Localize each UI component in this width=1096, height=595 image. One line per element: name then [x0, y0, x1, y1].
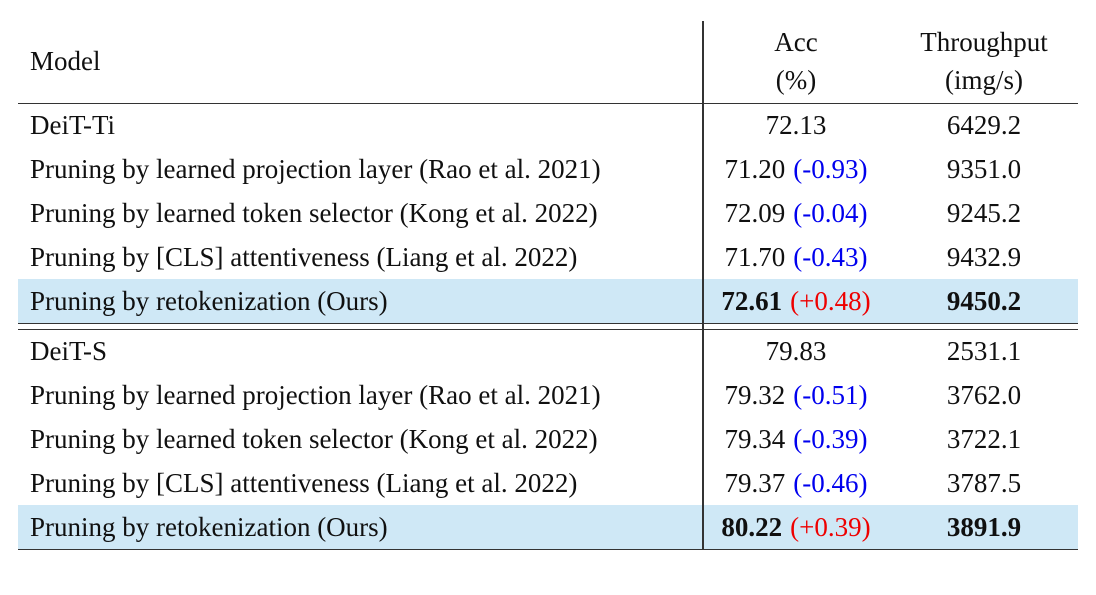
header-acc-title: Acc: [774, 27, 818, 57]
throughput-cell: 3722.1: [890, 418, 1078, 462]
table-row-ours-highlighted: Pruning by retokenization (Ours) 80.22 (+…: [18, 505, 1078, 549]
header-acc-unit: (%): [775, 65, 817, 95]
acc-value: 72.61: [721, 285, 783, 316]
acc-cell: 79.37 (-0.46): [702, 461, 890, 505]
acc-delta: (-0.04): [793, 197, 868, 228]
table-row: Pruning by learned token selector (Kong …: [18, 418, 1078, 462]
acc-delta: (+0.39): [790, 511, 871, 542]
throughput-value: 3891.9: [946, 511, 1022, 542]
model-cell: Pruning by retokenization (Ours): [30, 285, 388, 316]
acc-delta: (-0.39): [793, 423, 868, 454]
group-divider-double-rule: [18, 322, 1078, 330]
acc-cell: 79.34 (-0.39): [702, 418, 890, 462]
table-row: Pruning by learned token selector (Kong …: [18, 192, 1078, 236]
acc-cell: 72.13: [702, 104, 890, 148]
acc-value: 71.20: [724, 154, 786, 185]
table-row: Pruning by learned projection layer (Rao…: [18, 374, 1078, 418]
throughput-value: 3762.0: [946, 380, 1022, 411]
table-row: DeiT-Ti 72.13 6429.2: [18, 104, 1078, 148]
acc-value: 79.37: [724, 467, 786, 498]
model-cell: Pruning by [CLS] attentiveness (Liang et…: [30, 467, 578, 498]
model-cell: Pruning by learned token selector (Kong …: [30, 197, 598, 228]
header-throughput-unit: (img/s): [945, 65, 1023, 95]
throughput-value: 3722.1: [946, 423, 1022, 454]
acc-value: 71.70: [724, 241, 786, 272]
throughput-value: 9245.2: [946, 197, 1022, 228]
acc-value: 80.22: [721, 511, 783, 542]
acc-delta: (-0.93): [793, 154, 868, 185]
acc-cell: 79.83: [702, 330, 890, 374]
throughput-value: 9450.2: [946, 285, 1022, 316]
acc-value: 79.34: [724, 423, 786, 454]
model-cell: DeiT-S: [30, 336, 108, 367]
throughput-cell: 9351.0: [890, 148, 1078, 192]
table-row: Pruning by learned projection layer (Rao…: [18, 148, 1078, 192]
table-row: DeiT-S 79.83 2531.1: [18, 330, 1078, 374]
acc-cell: 80.22 (+0.39): [702, 505, 890, 549]
throughput-value: 9432.9: [946, 241, 1022, 272]
header-model: Model: [30, 45, 101, 76]
throughput-value: 9351.0: [946, 154, 1022, 185]
acc-cell: 72.61 (+0.48): [702, 279, 890, 323]
acc-cell: 72.09 (-0.04): [702, 192, 890, 236]
column-divider-rule: [702, 21, 704, 549]
throughput-cell: 9432.9: [890, 235, 1078, 279]
table-row: Pruning by [CLS] attentiveness (Liang et…: [18, 461, 1078, 505]
throughput-cell: 9450.2: [890, 279, 1078, 323]
acc-delta: (-0.46): [793, 467, 868, 498]
throughput-cell: 2531.1: [890, 330, 1078, 374]
throughput-cell: 3891.9: [890, 505, 1078, 549]
header-acc: Acc (%): [702, 19, 890, 103]
model-cell: Pruning by learned token selector (Kong …: [30, 423, 598, 454]
acc-cell: 79.32 (-0.51): [702, 374, 890, 418]
throughput-cell: 9245.2: [890, 192, 1078, 236]
model-cell: Pruning by [CLS] attentiveness (Liang et…: [30, 241, 578, 272]
results-table: Model Acc (%) Throughput (img/s) DeiT-Ti…: [18, 19, 1078, 550]
throughput-cell: 6429.2: [890, 104, 1078, 148]
acc-value: 72.09: [724, 197, 786, 228]
acc-delta: (+0.48): [790, 285, 871, 316]
model-cell: Pruning by retokenization (Ours): [30, 511, 388, 542]
throughput-cell: 3762.0: [890, 374, 1078, 418]
model-cell: Pruning by learned projection layer (Rao…: [30, 380, 601, 411]
header-throughput: Throughput (img/s): [890, 19, 1078, 103]
model-cell: Pruning by learned projection layer (Rao…: [30, 154, 601, 185]
acc-delta: (-0.51): [793, 380, 868, 411]
acc-cell: 71.20 (-0.93): [702, 148, 890, 192]
acc-value: 79.83: [765, 336, 827, 367]
acc-delta: (-0.43): [793, 241, 868, 272]
table-row: Pruning by [CLS] attentiveness (Liang et…: [18, 235, 1078, 279]
acc-cell: 71.70 (-0.43): [702, 235, 890, 279]
header-throughput-title: Throughput: [920, 27, 1048, 57]
throughput-value: 3787.5: [946, 467, 1022, 498]
acc-value: 79.32: [724, 380, 786, 411]
throughput-value: 6429.2: [946, 110, 1022, 141]
throughput-cell: 3787.5: [890, 461, 1078, 505]
model-cell: DeiT-Ti: [30, 110, 116, 141]
throughput-value: 2531.1: [946, 336, 1022, 367]
header-row: Model Acc (%) Throughput (img/s): [18, 19, 1078, 104]
table-row-ours-highlighted: Pruning by retokenization (Ours) 72.61 (+…: [18, 279, 1078, 323]
acc-value: 72.13: [765, 110, 827, 141]
